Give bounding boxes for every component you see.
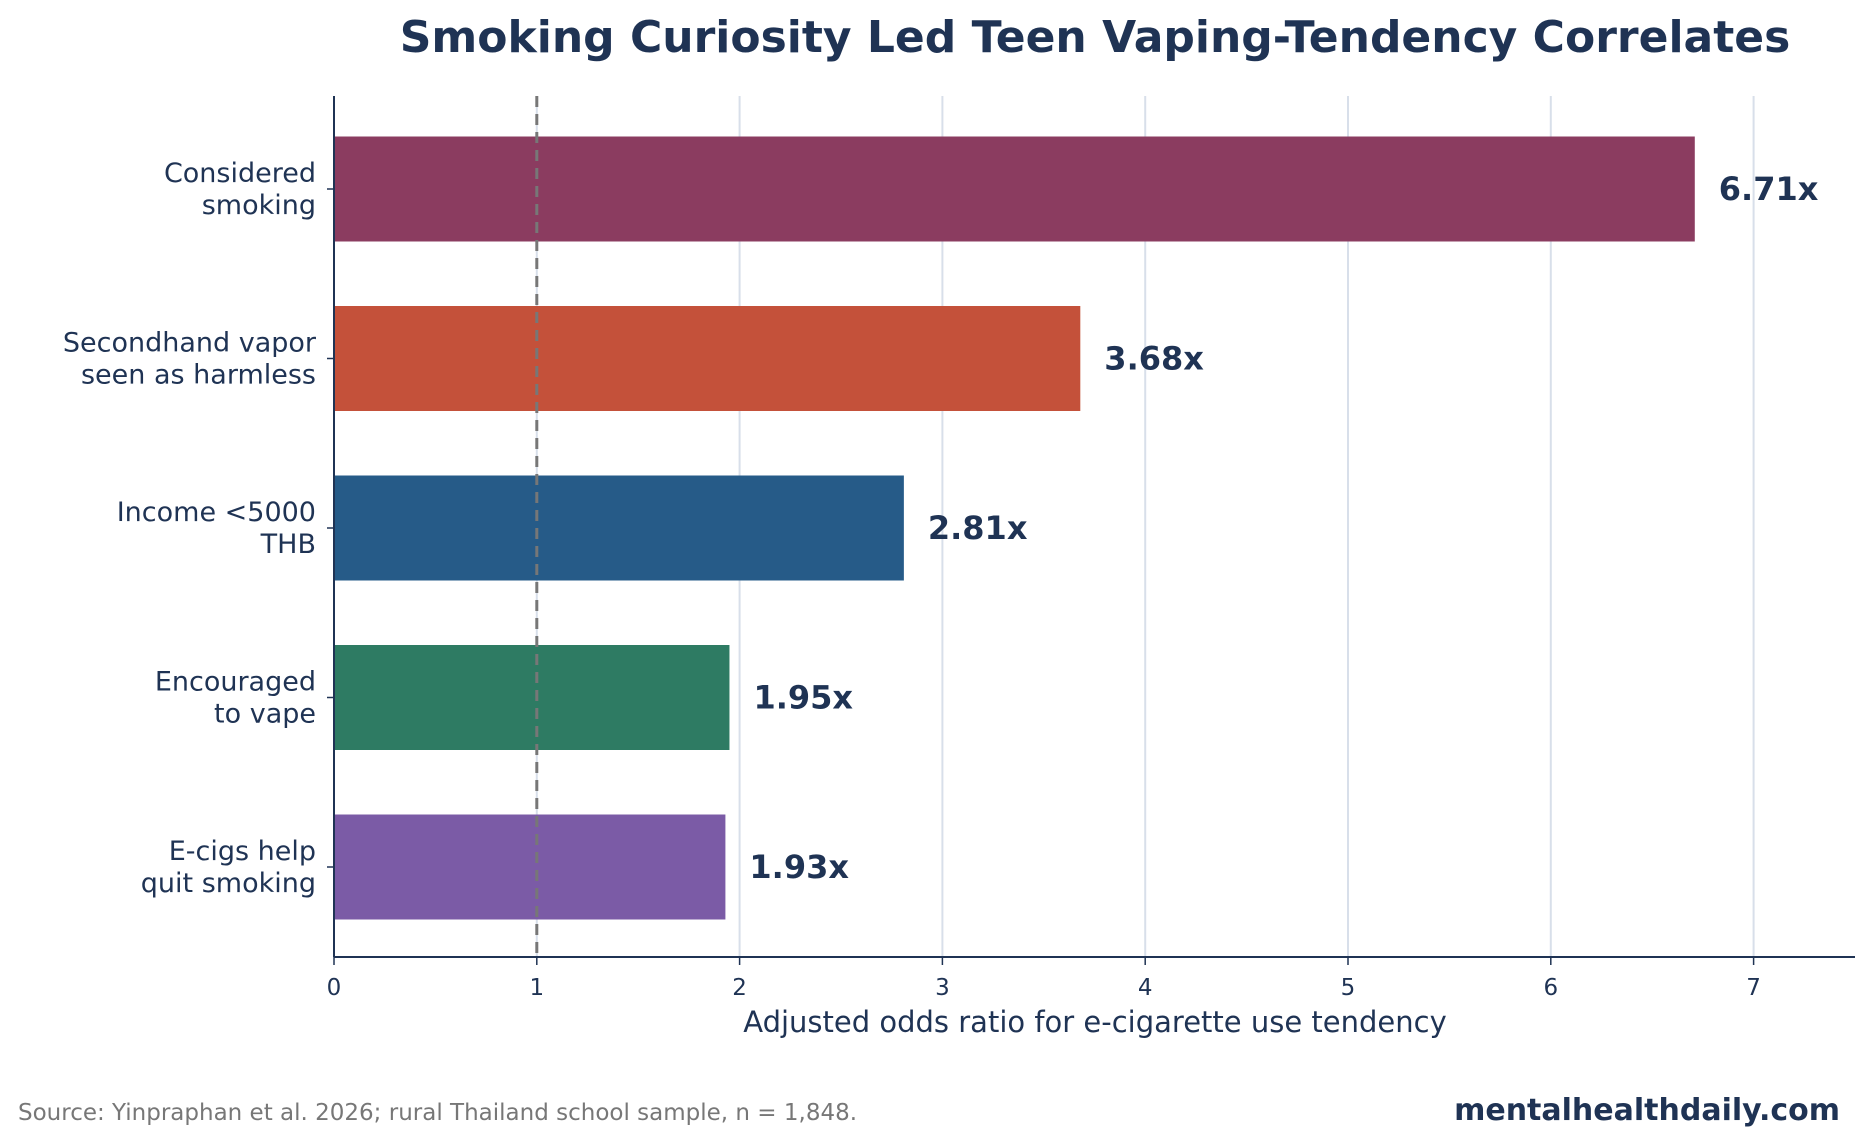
source-note: Source: Yinpraphan et al. 2026; rural Th… [18, 1100, 858, 1126]
bars [334, 136, 1695, 920]
bar [334, 814, 726, 920]
bar [334, 136, 1695, 242]
x-tick-label: 3 [935, 975, 950, 1001]
bar [334, 475, 904, 581]
x-tick-label: 4 [1138, 975, 1153, 1001]
y-tick-label: Considered smoking [164, 158, 316, 221]
x-tick-label: 0 [327, 975, 342, 1001]
x-axis-label: Adjusted odds ratio for e-cigarette use … [743, 1005, 1446, 1039]
y-tick-label: Secondhand vapor seen as harmless [63, 328, 317, 391]
bar [334, 306, 1081, 411]
x-tick-label: 7 [1746, 975, 1761, 1001]
x-tick-label: 6 [1543, 975, 1558, 1001]
labels: 6.71x Considered smoking 3.68x Secondhand va… [63, 158, 1819, 1001]
axes [327, 96, 1855, 965]
bar [334, 645, 730, 750]
data-label: 3.68x [1104, 340, 1204, 378]
x-tick-label: 2 [732, 975, 747, 1001]
brand-logo-text: mentalhealthdaily.com [1454, 1093, 1840, 1128]
data-label: 6.71x [1719, 170, 1819, 208]
y-tick-label: Encouraged to vape [155, 667, 316, 730]
data-label: 1.93x [749, 848, 849, 886]
chart-title: Smoking Curiosity Led Teen Vaping-Tenden… [400, 12, 1791, 63]
y-tick-label: Income <5000 THB [117, 497, 316, 560]
data-label: 2.81x [928, 509, 1028, 547]
x-tick-label: 1 [529, 975, 544, 1001]
data-label: 1.95x [753, 679, 853, 717]
x-tick-label: 5 [1341, 975, 1356, 1001]
y-tick-label: E-cigs help quit smoking [141, 836, 316, 899]
